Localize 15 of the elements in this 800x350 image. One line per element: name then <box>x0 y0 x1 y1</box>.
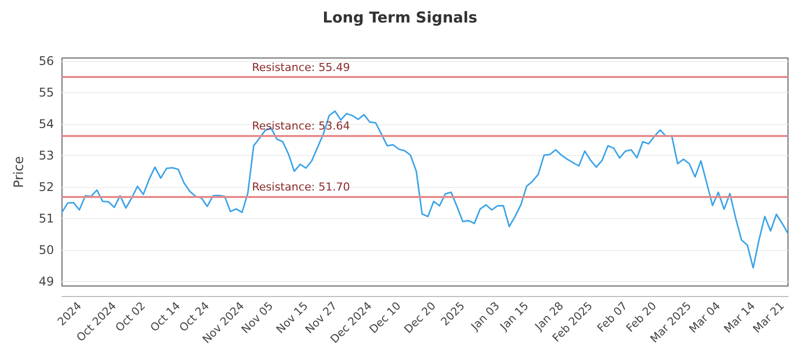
line-series <box>61 110 789 269</box>
y-tick-label: 49 <box>38 274 54 288</box>
y-tick-label: 56 <box>38 54 54 68</box>
y-tick-label: 54 <box>38 117 54 132</box>
y-tick-label: 53 <box>38 148 54 162</box>
y-tick-label: 51 <box>38 211 54 226</box>
x-tick-label: Jan 15 <box>497 299 532 334</box>
chart-title: Long Term Signals <box>322 8 478 26</box>
ref-line-label: Resistance: 51.70 <box>252 180 350 194</box>
y-axis-title: Price <box>12 156 27 188</box>
y-tick-label: 52 <box>38 180 54 194</box>
y-tick-label: 50 <box>38 242 54 257</box>
ref-line-label: Resistance: 55.49 <box>252 61 350 74</box>
y-tick-label: 55 <box>38 86 54 100</box>
x-tick-label: Dec 20 <box>402 299 438 336</box>
